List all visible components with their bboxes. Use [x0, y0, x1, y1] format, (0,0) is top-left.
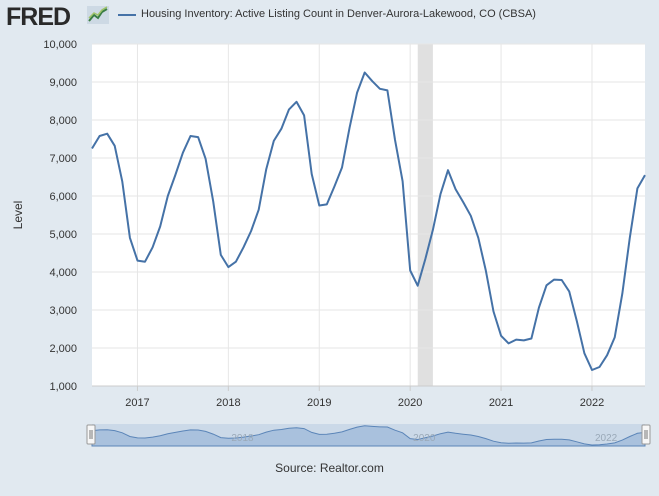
- legend-swatch: [118, 14, 136, 16]
- navigator-tick-label: 2022: [595, 433, 618, 444]
- y-tick-label: 1,000: [49, 381, 77, 393]
- y-tick-label: 5,000: [49, 229, 77, 241]
- y-tick-label: 6,000: [49, 191, 77, 203]
- recession-shading-layer: [417, 44, 433, 386]
- y-axis-label: Level: [11, 201, 25, 230]
- y-tick-label: 4,000: [49, 267, 77, 279]
- navigator-tick-labels: 2018 2020 2022: [231, 433, 617, 444]
- x-tick-label: 2020: [398, 397, 422, 409]
- y-tick-label: 9,000: [49, 77, 77, 89]
- navigator-right-handle[interactable]: [641, 424, 651, 445]
- series-line[interactable]: [91, 71, 646, 371]
- y-axis: 1,000 2,000 3,000 4,000 5,000 6,000 7,000 8,000…: [43, 39, 77, 393]
- y-tick-label: 10,000: [43, 39, 77, 51]
- x-tick-label: 2019: [307, 397, 331, 409]
- legend-label[interactable]: Housing Inventory: Active Listing Count …: [141, 8, 536, 20]
- x-tick-label: 2018: [216, 397, 240, 409]
- plot-background: [92, 44, 645, 386]
- x-tick-label: 2022: [580, 397, 604, 409]
- gridlines: [92, 43, 645, 387]
- recession-band: [417, 44, 433, 386]
- y-tick-label: 7,000: [49, 153, 77, 165]
- fred-logo[interactable]: FRED: [6, 3, 71, 31]
- navigator-area: [91, 425, 646, 447]
- navigator-left-handle[interactable]: [86, 424, 96, 445]
- x-tick-label: 2021: [489, 397, 513, 409]
- source-note: Source: Realtor.com: [275, 461, 384, 475]
- navigator-tick-label: 2020: [413, 433, 436, 444]
- chart-header: FRED Housing Inventory: Active Listing C…: [0, 0, 659, 34]
- navigator-tick-label: 2018: [231, 433, 254, 444]
- x-tick-label: 2017: [125, 397, 149, 409]
- fred-chart-logo-icon: [87, 6, 109, 24]
- y-tick-label: 2,000: [49, 343, 77, 355]
- y-tick-label: 3,000: [49, 305, 77, 317]
- range-navigator[interactable]: 2018 2020 2022: [86, 424, 651, 447]
- x-axis: 2017 2018 2019 2020 2021 2022: [92, 385, 645, 409]
- y-tick-label: 8,000: [49, 115, 77, 127]
